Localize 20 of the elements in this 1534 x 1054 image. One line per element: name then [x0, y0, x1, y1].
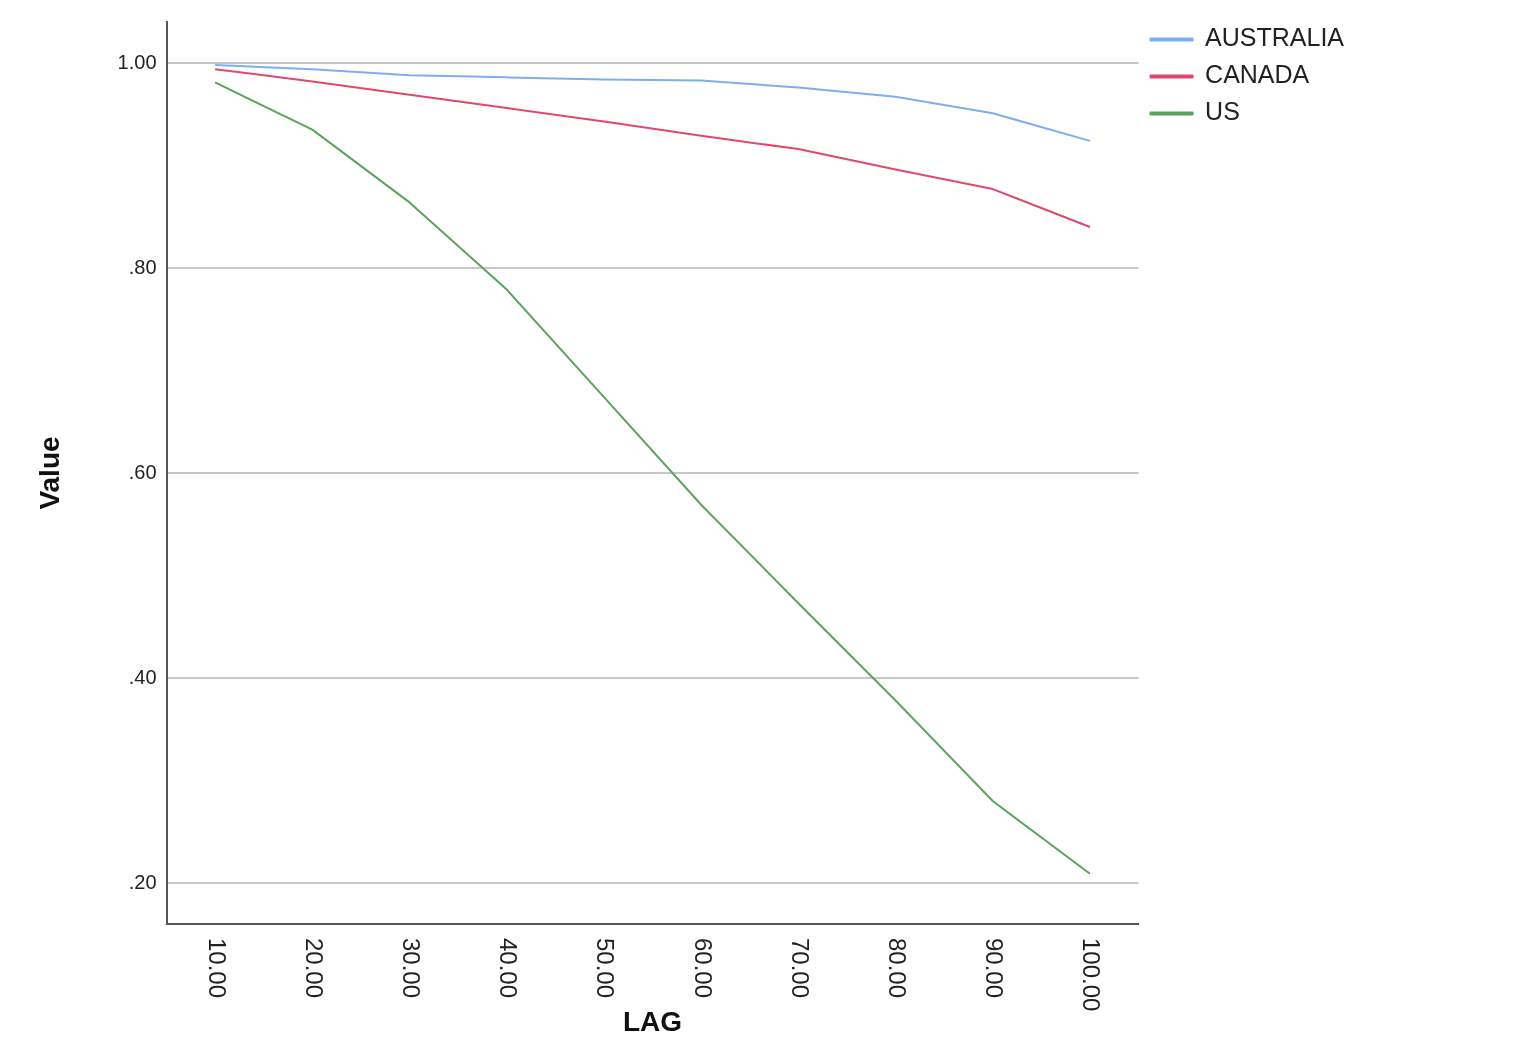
x-tick-label: 70.00 [786, 938, 814, 999]
x-tick-label: 100.00 [1078, 938, 1106, 1012]
y-tick-label: .40 [128, 665, 157, 688]
y-tick-label: 1.00 [117, 50, 157, 73]
x-tick-label: 10.00 [203, 938, 231, 999]
legend-label: CANADA [1205, 60, 1310, 89]
x-tick-label: 30.00 [397, 938, 425, 999]
y-axis-title: Value [33, 436, 65, 510]
x-tick-label: 20.00 [300, 938, 328, 999]
y-tick-label: .20 [128, 870, 157, 893]
y-tick-label: .60 [128, 460, 157, 483]
y-tick-label: .80 [128, 255, 157, 278]
x-axis-title: LAG [622, 1005, 683, 1037]
x-tick-label: 50.00 [592, 938, 620, 999]
x-tick-label: 90.00 [981, 938, 1009, 999]
x-tick-label: 80.00 [883, 938, 911, 999]
x-tick-label: 60.00 [689, 938, 717, 999]
legend-label: AUSTRALIA [1205, 23, 1345, 52]
legend-label: US [1205, 97, 1240, 126]
x-tick-label: 40.00 [495, 938, 523, 999]
